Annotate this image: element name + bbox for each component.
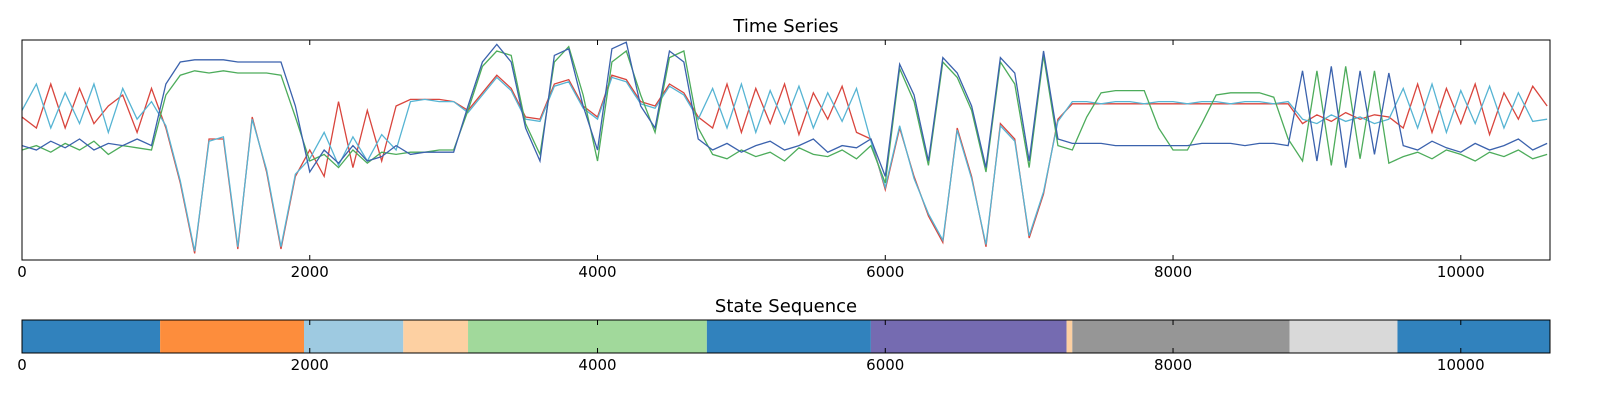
state-segment (304, 320, 404, 353)
x-tick-label: 0 (17, 263, 27, 281)
series-line (22, 45, 1548, 184)
x-tick-label: 2000 (291, 263, 329, 281)
state-segment (403, 320, 469, 353)
series-line (22, 74, 1548, 254)
chart-title: State Sequence (715, 296, 857, 317)
state-segment (22, 320, 161, 353)
state-segment (706, 320, 871, 353)
x-tick-label: 2000 (291, 356, 329, 374)
x-tick-label: 8000 (1154, 356, 1192, 374)
chart-title: Time Series (732, 16, 838, 37)
x-tick-label: 10000 (1437, 263, 1485, 281)
x-tick-label: 0 (17, 356, 27, 374)
state-segment (1072, 320, 1290, 353)
state-segment (870, 320, 1067, 353)
state-segment (1397, 320, 1550, 353)
x-tick-label: 10000 (1437, 356, 1485, 374)
state-segment (160, 320, 305, 353)
series-line (22, 76, 1548, 252)
state-segment (1066, 320, 1073, 353)
series-line (22, 41, 1548, 177)
x-tick-label: 8000 (1154, 263, 1192, 281)
x-tick-label: 6000 (866, 356, 904, 374)
state-segment (468, 320, 707, 353)
state-segment (1289, 320, 1398, 353)
x-tick-label: 4000 (578, 263, 616, 281)
x-tick-label: 6000 (866, 263, 904, 281)
plot-frame (21, 319, 1551, 354)
plot-frame (21, 39, 1551, 261)
x-tick-label: 4000 (578, 356, 616, 374)
